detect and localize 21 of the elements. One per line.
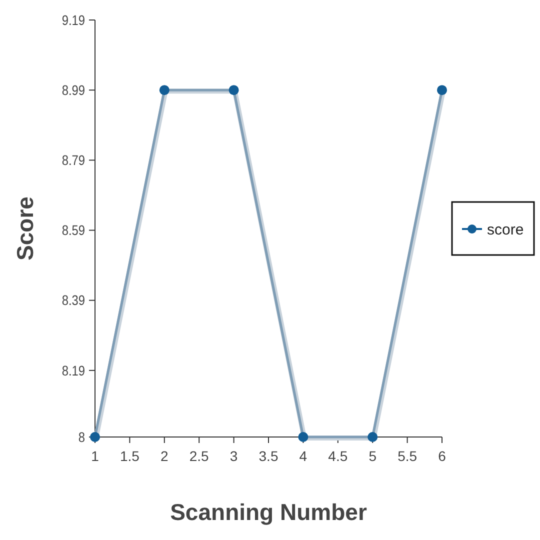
x-tick-label: 4.5 — [328, 448, 348, 464]
y-tick-label: 8.79 — [62, 152, 85, 168]
y-tick-label: 8.99 — [62, 82, 85, 98]
legend-label: score — [487, 221, 524, 238]
y-axis-title: Score — [12, 196, 38, 260]
x-tick-label: 3 — [230, 448, 238, 464]
x-tick-label: 5 — [368, 448, 377, 464]
y-tick-label: 9.19 — [62, 12, 85, 28]
y-tick-label: 8.39 — [62, 292, 85, 308]
x-tick-label: 5.5 — [398, 448, 418, 464]
x-tick-label: 2 — [160, 448, 168, 464]
y-tick-label: 8.59 — [62, 222, 85, 238]
x-tick-label: 3.5 — [258, 448, 278, 464]
x-tick-label: 1.5 — [120, 448, 140, 464]
x-tick-label: 6 — [438, 448, 446, 464]
x-axis-title: Scanning Number — [170, 499, 367, 525]
y-tick-label: 8 — [78, 428, 85, 446]
x-tick-label: 4 — [299, 448, 308, 464]
x-tick-label: 2.5 — [189, 448, 210, 464]
y-tick-label: 8.19 — [62, 362, 85, 379]
x-tick-label: 1 — [91, 448, 100, 464]
